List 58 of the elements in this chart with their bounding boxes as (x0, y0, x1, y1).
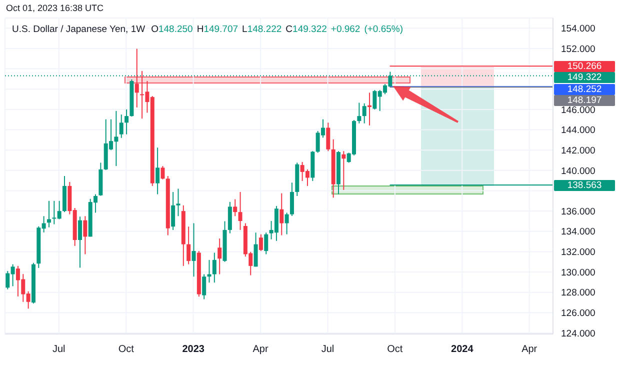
candlestick (228, 201, 232, 234)
y-tick-label: 140.000 (561, 166, 596, 177)
y-tick-label: 128.000 (561, 288, 596, 299)
y-tick-label: 126.000 (561, 308, 596, 320)
text: O148.250 H149.707 L148.222 C149.322 +0.962 (+0.65%) (151, 24, 404, 35)
candlestick (258, 234, 263, 252)
candlestick (342, 150, 346, 190)
y-tick-label: 154.000 (561, 24, 596, 35)
candlestick (176, 188, 180, 217)
x-tick-label: 2024 (451, 344, 474, 355)
candlestick (254, 232, 258, 268)
candlestick (357, 102, 362, 124)
candlestick (124, 108, 129, 135)
ref-line-label: 148.197 (554, 95, 615, 106)
candlestick (83, 216, 88, 255)
y-tick-label: 130.000 (561, 267, 596, 278)
x-tick-label: Apr (522, 344, 538, 355)
candlestick (238, 191, 242, 230)
ref-line-label: 148.252 (554, 84, 615, 95)
candlestick (233, 198, 238, 217)
candlestick (160, 166, 165, 180)
candlestick (134, 48, 139, 108)
text: U.S. Dollar / Japanese Yen, 1W (12, 24, 146, 35)
candlestick (264, 232, 268, 255)
candlestick (78, 216, 82, 268)
candlestick (186, 226, 191, 265)
candlestick (326, 122, 330, 152)
candlestick (368, 92, 372, 126)
candlestick (212, 252, 216, 284)
candlestick (119, 114, 124, 138)
y-tick-label: 124.000 (561, 328, 596, 340)
ref-line-label: 138.563 (554, 180, 615, 190)
x-tick-label: Oct (118, 344, 134, 355)
candlestick (284, 212, 289, 235)
x-tick-label: Jul (321, 344, 334, 355)
candlestick (46, 200, 51, 228)
candlestick (192, 222, 196, 278)
candlestick (171, 191, 176, 230)
candlestick (156, 147, 160, 195)
candlestick (202, 274, 206, 300)
y-tick-label: 142.000 (561, 145, 596, 156)
x-tick-label: Jul (52, 344, 66, 355)
y-tick-label: 132.000 (561, 247, 596, 258)
y-tick-label: 152.000 (561, 44, 596, 55)
candlestick (290, 182, 294, 216)
y-tick-label: 146.000 (561, 104, 596, 116)
candlestick (218, 238, 222, 275)
y-tick-label: 144.000 (561, 125, 596, 136)
candlestick (280, 192, 284, 236)
candlestick (362, 102, 366, 124)
y-tick-label: 136.000 (561, 206, 596, 218)
x-tick-label: Oct (387, 344, 403, 355)
text: Oct 01, 2023 16:38 UTC (6, 3, 104, 13)
ref-line-label: 149.322 (554, 72, 615, 84)
x-tick-label: Apr (252, 344, 269, 355)
x-tick-label: 2023 (182, 344, 205, 355)
y-tick-label: 134.000 (561, 226, 596, 238)
ref-line-label: 150.266 (554, 60, 615, 72)
